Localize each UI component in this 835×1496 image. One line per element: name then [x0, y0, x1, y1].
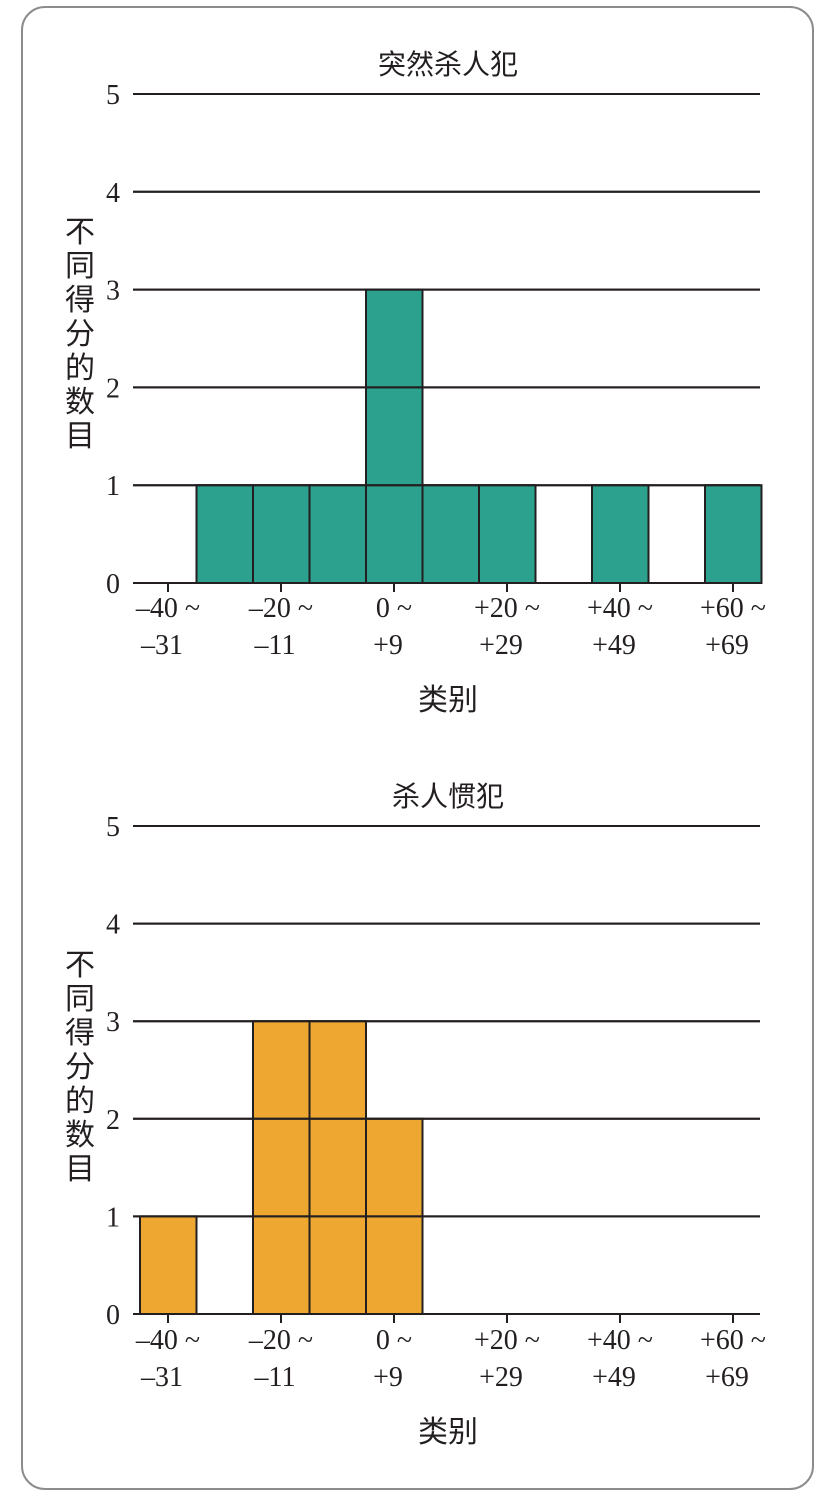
y-tick-label: 5 — [106, 80, 120, 111]
histogram-bar — [308, 484, 367, 585]
y-tick-label: 1 — [106, 1202, 120, 1233]
y-tick-label: 2 — [106, 1105, 120, 1136]
y-tick-label: 4 — [106, 910, 120, 941]
histogram-bar — [704, 484, 763, 585]
y-axis-label: 不同得分的数目 — [65, 215, 95, 454]
x-tick-label: –20 ~ — [248, 593, 313, 624]
x-tick-label: –40 ~ — [135, 1325, 200, 1356]
x-tick-label: –11 — [254, 1362, 296, 1393]
x-tick-label: –11 — [254, 630, 296, 661]
x-tick-label: +9 — [373, 1362, 403, 1393]
histogram-bar — [139, 1215, 198, 1316]
x-tick-label: +40 ~ — [587, 1325, 653, 1356]
x-tick-label: +20 ~ — [474, 1325, 540, 1356]
x-tick-label: +69 — [705, 630, 749, 661]
x-tick-label: +9 — [373, 630, 403, 661]
y-tick-label: 1 — [106, 471, 120, 502]
y-tick-label: 0 — [106, 1300, 120, 1331]
histogram-bar — [252, 1020, 311, 1315]
x-tick-label: –31 — [140, 630, 183, 661]
y-tick-label: 0 — [106, 569, 120, 600]
x-tick-label: +40 ~ — [587, 593, 653, 624]
histogram-bar — [591, 484, 650, 585]
x-tick-label: +49 — [592, 630, 636, 661]
x-tick-label: +29 — [479, 1362, 523, 1393]
x-tick-label: +60 ~ — [700, 593, 766, 624]
x-tick-label: –31 — [140, 1362, 183, 1393]
x-tick-label: +49 — [592, 1362, 636, 1393]
histogram-bar — [478, 484, 537, 585]
y-tick-label: 4 — [106, 178, 120, 209]
x-tick-label: –40 ~ — [135, 593, 200, 624]
y-tick-label: 2 — [106, 373, 120, 404]
y-tick-label: 5 — [106, 812, 120, 843]
histogram-bar — [308, 1020, 367, 1315]
histogram-bar — [421, 484, 480, 585]
x-tick-label: +29 — [479, 630, 523, 661]
y-tick-label: 3 — [106, 1007, 120, 1038]
histogram-bar — [195, 484, 254, 585]
histogram-bar — [252, 484, 311, 585]
y-tick-label: 3 — [106, 276, 120, 307]
x-tick-label: 0 ~ — [376, 1325, 412, 1356]
chart-title: 杀人惯犯 — [392, 780, 504, 813]
chart-title: 突然杀人犯 — [378, 48, 518, 81]
x-tick-label: +60 ~ — [700, 1325, 766, 1356]
x-tick-label: +20 ~ — [474, 593, 540, 624]
histogram-bar — [365, 288, 424, 584]
x-tick-label: –20 ~ — [248, 1325, 313, 1356]
x-axis-label: 类别 — [418, 1415, 478, 1450]
x-axis-label: 类别 — [418, 683, 478, 718]
y-axis-label: 不同得分的数目 — [65, 948, 95, 1187]
x-tick-label: 0 ~ — [376, 593, 412, 624]
x-tick-label: +69 — [705, 1362, 749, 1393]
